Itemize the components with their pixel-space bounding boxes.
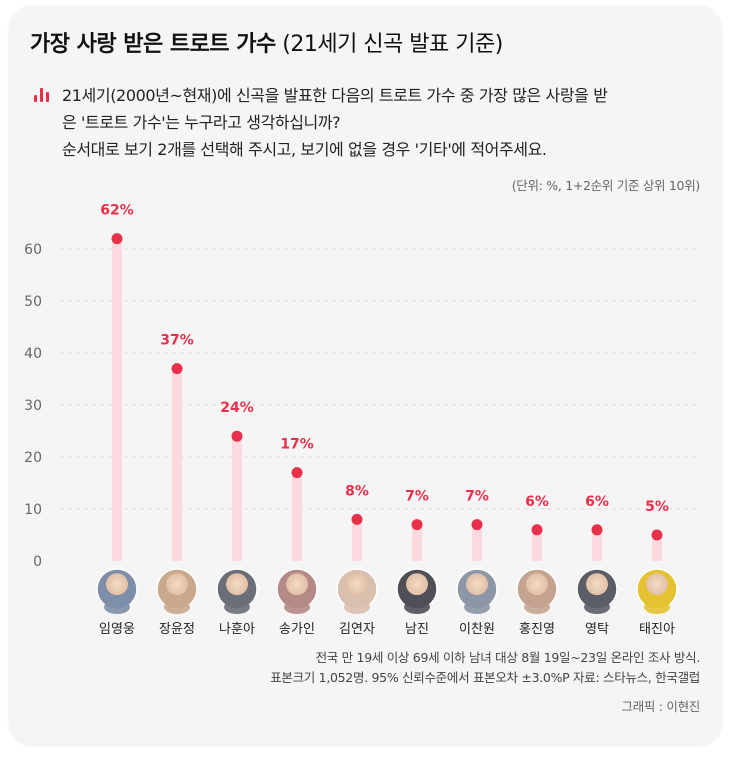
data-label: 62% [100, 203, 134, 219]
question-line-3: 순서대로 보기 2개를 선택해 주시고, 보기에 없을 경우 '기타'에 적어주… [62, 140, 547, 159]
bar [232, 436, 242, 561]
bar [592, 529, 602, 561]
data-label: 6% [585, 494, 609, 510]
bar-chart-icon [34, 88, 50, 102]
y-tick-label: 20 [24, 450, 42, 466]
bar [172, 368, 182, 561]
category-label: 영탁 [585, 622, 609, 637]
y-tick-label: 30 [24, 398, 42, 414]
bar [532, 529, 542, 561]
chart-card [10, 6, 721, 744]
data-point [411, 519, 423, 531]
survey-question: 21세기(2000년~현재)에 신곡을 발표한 다음의 트로트 가수 중 가장 … [62, 82, 712, 163]
bar [412, 524, 422, 561]
avatar-shoulders [104, 600, 130, 614]
title-sub: (21세기 신곡 발표 기준) [275, 32, 503, 57]
source-line-2: 표본크기 1,052명. 95% 신뢰수준에서 표본오차 ±3.0%P 자료: … [270, 670, 700, 685]
category-label: 나훈아 [219, 622, 255, 637]
y-tick-label: 0 [33, 554, 42, 570]
avatar-shoulders [344, 600, 370, 614]
category-label: 장윤정 [159, 622, 195, 637]
data-point [651, 529, 663, 541]
data-label: 17% [280, 437, 314, 453]
y-tick-label: 60 [24, 242, 42, 258]
question-line-1: 21세기(2000년~현재)에 신곡을 발표한 다음의 트로트 가수 중 가장 … [62, 86, 608, 105]
bar [112, 238, 122, 561]
data-point [531, 524, 543, 536]
data-label: 7% [465, 489, 489, 505]
y-tick-label: 50 [24, 294, 42, 310]
avatar-shoulders [464, 600, 490, 614]
source-note: 전국 만 19세 이상 69세 이하 남녀 대상 8월 19일~23일 온라인 … [270, 648, 700, 688]
data-label: 24% [220, 400, 254, 416]
category-label: 이찬원 [459, 622, 495, 637]
avatar-shoulders [584, 600, 610, 614]
data-label: 5% [645, 499, 669, 515]
category-label: 송가인 [279, 622, 315, 637]
data-point [291, 467, 303, 479]
unit-note: (단위: %, 1+2순위 기준 상위 10위) [511, 178, 701, 193]
data-label: 6% [525, 494, 549, 510]
bar [292, 472, 302, 561]
category-label: 홍진영 [519, 622, 555, 637]
category-label: 남진 [405, 622, 429, 637]
data-point [231, 430, 243, 442]
data-label: 8% [345, 483, 369, 499]
avatar-shoulders [644, 600, 670, 614]
category-label: 김연자 [339, 622, 375, 637]
data-label: 7% [405, 489, 429, 505]
y-tick-label: 10 [24, 502, 42, 518]
bar [352, 519, 362, 561]
bar [652, 535, 662, 561]
avatar-shoulders [284, 600, 310, 614]
category-label: 태진아 [639, 622, 675, 637]
bar [472, 524, 482, 561]
data-point [111, 233, 123, 245]
source-line-1: 전국 만 19세 이상 69세 이하 남녀 대상 8월 19일~23일 온라인 … [315, 650, 701, 665]
data-point [351, 513, 363, 525]
chart-title: 가장 사랑 받은 트로트 가수 (21세기 신곡 발표 기준) [30, 26, 503, 58]
title-main: 가장 사랑 받은 트로트 가수 [30, 32, 276, 57]
category-label: 임영웅 [99, 622, 135, 637]
avatar-shoulders [164, 600, 190, 614]
data-point [591, 524, 603, 536]
avatar-shoulders [224, 600, 250, 614]
avatar-shoulders [404, 600, 430, 614]
question-line-2: 은 '트로트 가수'는 누구라고 생각하십니까? [62, 113, 341, 132]
graphic-credit: 그래픽 : 이현진 [621, 699, 701, 714]
avatar-shoulders [524, 600, 550, 614]
data-label: 37% [160, 333, 194, 349]
data-point [471, 519, 483, 531]
data-point [171, 363, 183, 375]
y-tick-label: 40 [24, 346, 42, 362]
